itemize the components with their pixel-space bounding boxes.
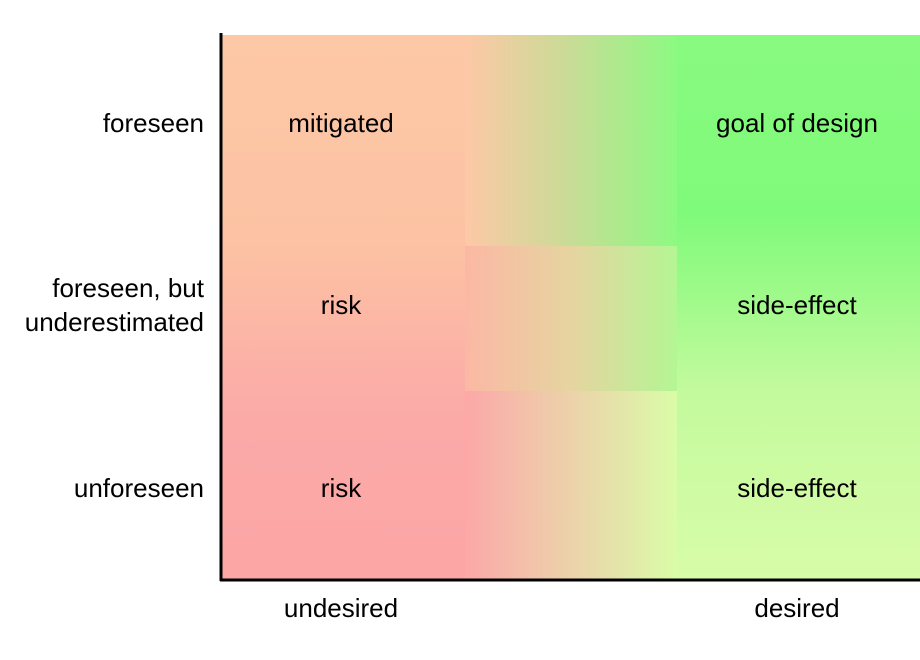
- label-line: foreseen, but: [52, 273, 204, 303]
- column-label: undesired: [283, 593, 399, 623]
- row-label: foreseen, but underestimated: [25, 271, 204, 339]
- row-label: unforeseen: [74, 471, 204, 505]
- cell-label: side-effect: [737, 473, 857, 503]
- transition-band: [465, 391, 677, 580]
- cell-label: risk: [320, 290, 362, 320]
- column-label: desired: [754, 593, 840, 623]
- cell-label: mitigated: [288, 108, 394, 138]
- transition-band: [465, 246, 677, 392]
- cell-label: risk: [320, 473, 362, 503]
- label-line: underestimated: [24, 307, 204, 337]
- desired-column: [676, 35, 920, 580]
- label-line: foreseen: [102, 108, 204, 138]
- undesired-column: [221, 35, 466, 580]
- row-label: foreseen: [103, 106, 204, 140]
- cell-label: goal of design: [716, 108, 878, 138]
- label-line: unforeseen: [73, 473, 204, 503]
- cell-label: side-effect: [737, 290, 857, 320]
- transition-band: [465, 35, 677, 247]
